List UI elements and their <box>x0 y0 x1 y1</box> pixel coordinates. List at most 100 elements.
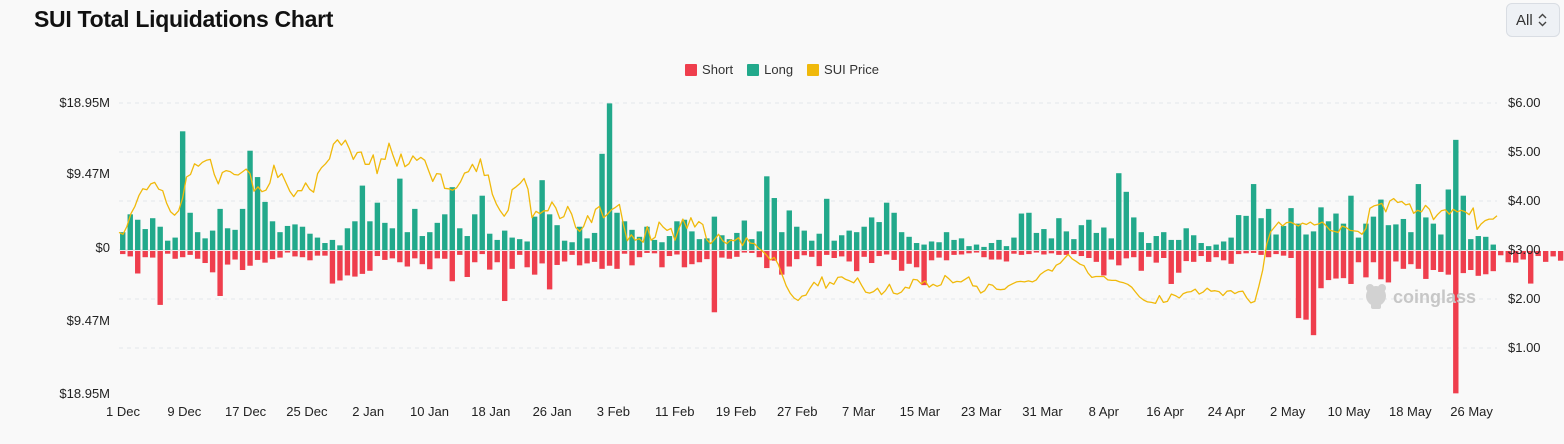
short-bar <box>217 251 223 296</box>
long-bar <box>277 232 283 250</box>
short-bar <box>853 251 860 272</box>
short-bar <box>1310 251 1317 336</box>
long-bar <box>164 240 171 250</box>
legend-item-long[interactable]: Long <box>747 62 793 77</box>
long-bar <box>988 243 995 250</box>
long-bar <box>786 210 792 250</box>
x-tick-label: 7 Mar <box>842 404 876 419</box>
long-bar <box>1370 216 1377 250</box>
long-bar <box>1123 191 1129 250</box>
short-bar <box>442 251 448 259</box>
price-line <box>118 139 1498 305</box>
long-bar <box>1453 139 1459 250</box>
short-bar <box>531 251 538 275</box>
short-bar <box>389 251 396 259</box>
short-bar <box>494 251 500 263</box>
short-bar <box>973 251 980 253</box>
y-right-tick-label: $2.00 <box>1508 291 1541 306</box>
long-bar <box>464 236 470 250</box>
short-bar <box>337 251 343 281</box>
range-select-value: All <box>1516 11 1533 29</box>
short-bar <box>1557 251 1564 261</box>
x-tick-label: 10 Jan <box>410 404 449 419</box>
long-bar <box>382 222 388 250</box>
long-bar <box>906 236 912 250</box>
short-bar <box>831 251 837 258</box>
long-bar <box>501 230 508 250</box>
long-bar <box>913 243 920 250</box>
long-bar <box>1078 225 1085 250</box>
y-right-tick-label: $1.00 <box>1508 340 1541 355</box>
short-bar <box>1093 251 1100 262</box>
long-bar <box>876 222 882 250</box>
short-bar <box>1408 251 1414 265</box>
long-bar <box>397 178 403 250</box>
left-y-axis: $18.95M $9.47M $0 $9.47M $18.95M <box>59 95 110 401</box>
short-bar <box>659 251 665 268</box>
legend-label: SUI Price <box>824 62 879 77</box>
long-bar <box>921 244 927 250</box>
short-bar <box>157 251 163 305</box>
x-tick-label: 26 Jan <box>533 404 572 419</box>
long-bar <box>1460 195 1466 250</box>
long-bar <box>1063 231 1070 250</box>
coinglass-watermark: coinglass <box>1366 284 1476 309</box>
long-bar <box>494 239 500 250</box>
short-bar <box>367 251 373 271</box>
legend-item-short[interactable]: Short <box>685 62 733 77</box>
short-bar <box>1415 251 1422 269</box>
short-bar <box>906 251 912 264</box>
long-bar <box>142 229 148 250</box>
long-bar <box>561 240 568 250</box>
short-bar <box>771 251 777 261</box>
long-bar <box>1400 218 1407 250</box>
x-tick-label: 15 Mar <box>900 404 941 419</box>
short-bar <box>764 251 770 269</box>
short-bar <box>584 251 590 264</box>
long-bar <box>1011 237 1017 250</box>
short-bar <box>868 251 875 264</box>
short-bar <box>322 251 328 256</box>
short-bar <box>696 251 703 263</box>
long-bar <box>194 232 201 250</box>
legend-label: Short <box>702 62 734 77</box>
long-bar <box>479 195 485 250</box>
short-bar <box>606 251 613 266</box>
long-bar <box>569 242 575 250</box>
short-bar <box>981 251 987 258</box>
long-bar <box>1423 217 1429 250</box>
long-bar <box>891 212 897 250</box>
short-bar <box>1273 251 1279 255</box>
long-bar <box>943 232 950 250</box>
long-bar <box>1280 225 1287 250</box>
long-bar <box>187 212 193 250</box>
short-bar <box>374 251 381 257</box>
legend-item-sui-price[interactable]: SUI Price <box>807 62 879 77</box>
long-bar <box>1385 225 1392 250</box>
long-bar <box>1146 243 1152 250</box>
short-bar <box>404 251 411 267</box>
long-bar <box>546 214 553 250</box>
y-left-tick-label: $0 <box>96 240 110 255</box>
long-bar <box>284 225 291 250</box>
long-bar <box>1265 208 1272 250</box>
short-bar <box>179 251 186 258</box>
short-bar <box>314 251 321 256</box>
short-bar <box>1078 251 1085 257</box>
long-bar <box>1258 218 1264 250</box>
short-bar <box>1071 251 1077 255</box>
long-bar <box>794 226 800 250</box>
long-bar <box>412 208 418 250</box>
y-left-tick-label: $9.47M <box>67 166 110 181</box>
short-bar <box>1011 251 1017 254</box>
short-bar <box>254 251 261 260</box>
short-bar <box>591 251 598 262</box>
short-bar <box>554 251 560 265</box>
short-bar <box>1250 251 1257 253</box>
range-select[interactable]: All <box>1506 3 1560 37</box>
short-bar <box>883 251 890 255</box>
short-bar <box>1550 251 1556 257</box>
long-bars <box>120 103 1496 250</box>
long-bar <box>1041 229 1047 250</box>
short-bar <box>674 251 680 255</box>
